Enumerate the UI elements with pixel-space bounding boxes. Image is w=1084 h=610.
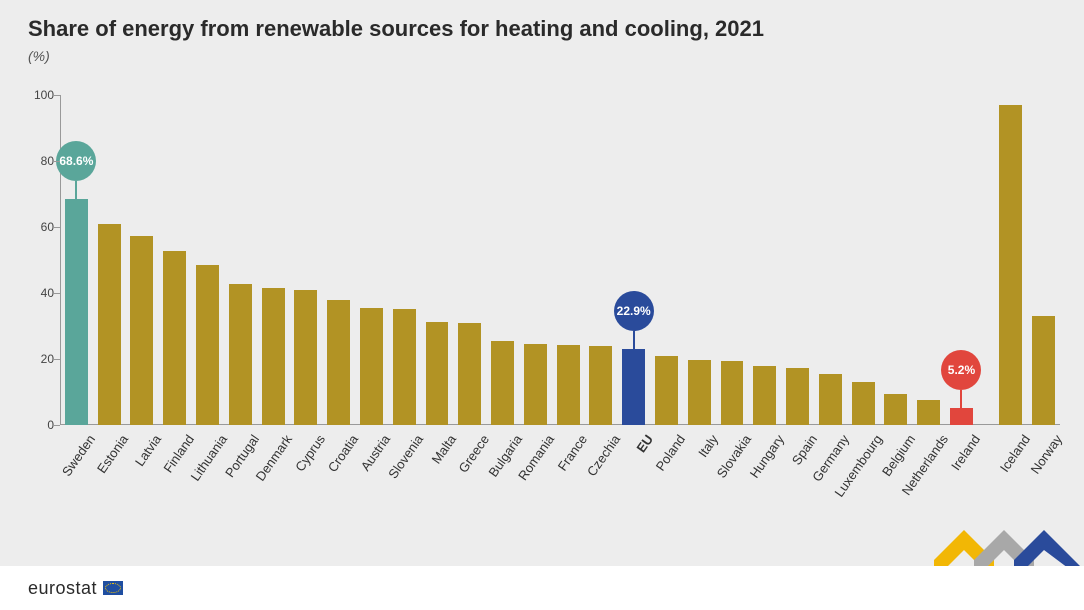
callout: 22.9%	[633, 311, 635, 349]
bar-slot: Estonia	[93, 95, 126, 425]
bar	[852, 382, 875, 425]
y-tick-label: 20	[14, 352, 54, 366]
y-tick	[54, 161, 60, 162]
bar	[589, 346, 612, 425]
bar	[426, 322, 449, 425]
bar	[655, 356, 678, 425]
bar-label: Cyprus	[286, 427, 328, 474]
y-tick-label: 0	[14, 418, 54, 432]
bar-slot: Spain	[781, 95, 814, 425]
bar	[130, 236, 153, 425]
y-tick	[54, 359, 60, 360]
bar: 5.2%	[950, 408, 973, 425]
bar-slot: 22.9%EU	[617, 95, 650, 425]
bar	[524, 344, 547, 425]
bar	[98, 224, 121, 425]
bar-label: Estonia	[88, 427, 132, 476]
bar-slot: Cyprus	[289, 95, 322, 425]
bar-slot: Croatia	[322, 95, 355, 425]
bar-slot: Iceland	[994, 95, 1027, 425]
bar-slot: Malta	[421, 95, 454, 425]
y-tick-label: 40	[14, 286, 54, 300]
bar-label: Sweden	[53, 427, 99, 479]
y-tick	[54, 425, 60, 426]
bar-slot: Denmark	[257, 95, 290, 425]
callout: 5.2%	[960, 370, 962, 408]
y-tick	[54, 95, 60, 96]
bar-slot: Belgium	[880, 95, 913, 425]
bar	[262, 288, 285, 425]
bar	[229, 284, 252, 425]
bar	[327, 300, 350, 425]
bar-slot: Czechia	[585, 95, 618, 425]
bar-slot: Greece	[453, 95, 486, 425]
bar	[557, 345, 580, 425]
y-tick	[54, 227, 60, 228]
bar-gap	[978, 95, 994, 425]
bar-label: Czechia	[577, 427, 623, 479]
y-tick-label: 100	[14, 88, 54, 102]
chart-unit: (%)	[28, 48, 50, 64]
y-tick-label: 80	[14, 154, 54, 168]
callout-stick	[75, 181, 77, 199]
bar	[458, 323, 481, 425]
bar-slot: Italy	[683, 95, 716, 425]
bar-slot: Netherlands	[912, 95, 945, 425]
bar	[688, 360, 711, 425]
eu-flag-icon	[103, 581, 123, 595]
bar-slot: Lithuania	[191, 95, 224, 425]
bar-slot: 5.2%Ireland	[945, 95, 978, 425]
bar-slot: Slovenia	[388, 95, 421, 425]
brand-text: eurostat	[28, 578, 97, 599]
bar-label: Poland	[647, 427, 689, 473]
chart-plot: 68.6%SwedenEstoniaLatviaFinlandLithuania…	[60, 95, 1060, 425]
bar-label: Croatia	[318, 427, 361, 475]
bar-container: 68.6%SwedenEstoniaLatviaFinlandLithuania…	[60, 95, 1060, 425]
bar	[491, 341, 514, 425]
bar-slot: Norway	[1027, 95, 1060, 425]
bar-slot: Portugal	[224, 95, 257, 425]
bar	[163, 251, 186, 425]
bar	[360, 308, 383, 425]
bar-slot: Slovakia	[716, 95, 749, 425]
callout: 68.6%	[75, 161, 77, 199]
y-tick-label: 60	[14, 220, 54, 234]
bar-slot: Germany	[814, 95, 847, 425]
callout-value: 5.2%	[941, 350, 981, 390]
footer-bar: eurostat	[0, 566, 1084, 610]
bar	[999, 105, 1022, 425]
bar	[196, 265, 219, 425]
bar	[884, 394, 907, 425]
bar-label: Ireland	[942, 427, 984, 473]
bar-slot: Hungary	[748, 95, 781, 425]
callout-value: 68.6%	[56, 141, 96, 181]
bar-slot: France	[552, 95, 585, 425]
bar	[1032, 316, 1055, 425]
bar-slot: Austria	[355, 95, 388, 425]
bar	[393, 309, 416, 425]
bar	[753, 366, 776, 425]
bar	[294, 290, 317, 425]
bar-label: Norway	[1021, 427, 1065, 476]
bar: 22.9%	[622, 349, 645, 425]
bar-slot: Poland	[650, 95, 683, 425]
callout-value: 22.9%	[614, 291, 654, 331]
bar	[721, 361, 744, 425]
bar-slot: Luxembourg	[847, 95, 880, 425]
bar	[917, 400, 940, 425]
bar-slot: 68.6%Sweden	[60, 95, 93, 425]
bar: 68.6%	[65, 199, 88, 425]
bar	[819, 374, 842, 425]
bar-slot: Latvia	[126, 95, 159, 425]
bar-slot: Bulgaria	[486, 95, 519, 425]
bar-slot: Romania	[519, 95, 552, 425]
callout-stick	[633, 331, 635, 349]
callout-stick	[960, 390, 962, 408]
brand-logo: eurostat	[28, 578, 123, 599]
bar	[786, 368, 809, 425]
bar-slot: Finland	[158, 95, 191, 425]
chart-title: Share of energy from renewable sources f…	[28, 16, 764, 42]
y-tick	[54, 293, 60, 294]
